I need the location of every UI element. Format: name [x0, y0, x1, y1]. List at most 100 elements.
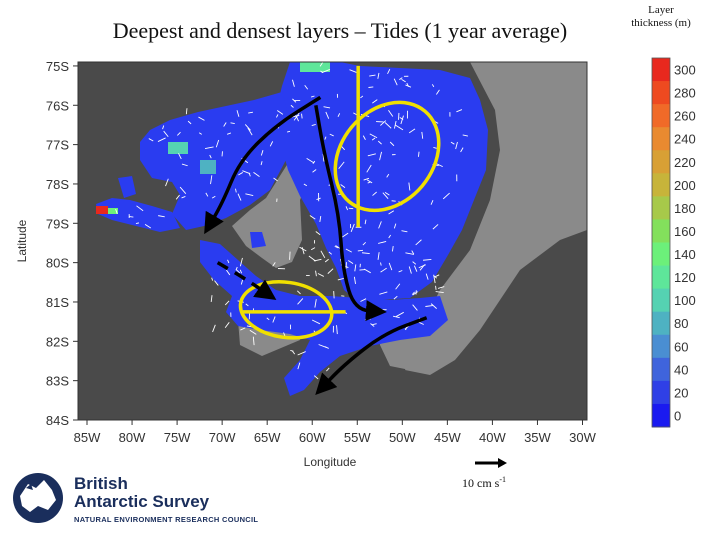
colorbar-tick-label: 180: [674, 201, 696, 216]
velocity-arrow: [341, 232, 349, 238]
y-tick-label: 78S: [46, 177, 69, 192]
colorbar-swatch: [652, 357, 670, 382]
velocity-arrow: [235, 266, 238, 271]
velocity-arrow: [357, 249, 364, 252]
velocity-arrow: [345, 248, 352, 253]
velocity-arrow: [435, 285, 437, 290]
x-tick-label: 30W: [569, 430, 596, 445]
velocity-arrow: [329, 133, 334, 137]
velocity-arrow: [309, 215, 316, 220]
annotations: [204, 65, 441, 396]
velocity-arrow: [369, 133, 378, 139]
velocity-arrow: [226, 132, 232, 135]
y-axis-label: Latitude: [15, 219, 29, 262]
velocity-arrow: [377, 72, 380, 79]
velocity-arrow: [277, 110, 284, 115]
velocity-arrow: [391, 245, 394, 252]
velocity-arrow: [437, 286, 445, 289]
colorbar-title: Layer thickness (m): [631, 4, 691, 29]
x-tick-label: 40W: [479, 430, 506, 445]
velocity-arrow: [144, 224, 152, 229]
velocity-arrow: [175, 194, 180, 200]
colorbar-swatch: [652, 104, 670, 128]
velocity-arrow: [313, 258, 322, 262]
velocity-arrow: [115, 208, 118, 214]
velocity-arrow: [418, 321, 424, 325]
velocity-arrow: [334, 245, 339, 249]
velocity-arrow: [210, 175, 213, 185]
velocity-arrow: [319, 62, 324, 67]
bas-logo-emblem: [13, 473, 63, 523]
x-tick-label: 60W: [299, 430, 326, 445]
velocity-arrow: [338, 161, 345, 170]
velocity-arrow: [248, 111, 253, 114]
colorbar-tick-label: 280: [674, 86, 696, 101]
velocity-arrow: [394, 120, 397, 129]
velocity-arrow: [462, 134, 469, 137]
velocity-arrow: [435, 274, 440, 278]
velocity-arrow: [204, 146, 214, 149]
colorbar-tick-label: 240: [674, 132, 696, 147]
colorbar-tick-label: 260: [674, 109, 696, 124]
velocity-arrow: [224, 322, 230, 329]
velocity-arrow: [398, 270, 403, 273]
velocity-arrow: [286, 130, 291, 133]
velocity-arrow: [236, 110, 240, 117]
velocity-arrow: [382, 192, 389, 199]
x-tick-label: 70W: [209, 430, 236, 445]
x-tick-label: 55W: [344, 430, 371, 445]
velocity-arrow: [297, 362, 301, 370]
velocity-arrow: [387, 69, 391, 75]
velocity-arrow: [380, 267, 387, 273]
velocity-arrow: [418, 151, 420, 157]
thick-patch-north: [300, 62, 330, 72]
velocity-arrow: [185, 108, 188, 115]
velocity-arrow: [308, 255, 316, 262]
velocity-arrow: [211, 195, 216, 199]
velocity-arrow: [393, 223, 397, 229]
velocity-arrow: [412, 261, 417, 265]
velocity-arrow: [319, 215, 322, 222]
x-tick-label: 65W: [254, 430, 281, 445]
velocity-arrow: [377, 252, 380, 260]
colorbar-tick-label: 300: [674, 63, 696, 78]
velocity-arrow: [177, 131, 181, 136]
chart-title: Deepest and densest layers – Tides (1 ye…: [112, 18, 568, 43]
velocity-arrow: [212, 324, 216, 333]
velocity-arrow: [328, 251, 333, 255]
velocity-arrow: [311, 319, 321, 325]
velocity-arrow: [324, 136, 327, 140]
velocity-arrow: [249, 329, 257, 335]
velocity-arrow: [224, 300, 230, 306]
velocity-arrow: [430, 303, 437, 309]
velocity-arrow: [395, 283, 401, 290]
velocity-arrow: [360, 298, 367, 302]
velocity-arrow: [348, 260, 354, 264]
velocity-arrow: [337, 113, 341, 118]
velocity-arrow: [367, 153, 376, 157]
velocity-arrow: [337, 277, 344, 281]
x-axis-ticks: 85W 80W 75W 70W 65W 60W 55W 50W 45W 40W 35W 30W: [74, 420, 597, 445]
velocity-arrow: [303, 183, 308, 187]
x-tick-label: 35W: [524, 430, 551, 445]
velocity-arrow: [372, 191, 377, 196]
velocity-arrow: [372, 323, 377, 326]
colorbar-swatch: [652, 196, 670, 220]
velocity-arrow: [211, 277, 214, 281]
velocity-arrow: [266, 317, 270, 321]
highlight-ellipse: [333, 100, 441, 213]
velocity-arrow: [371, 137, 376, 141]
velocity-arrow: [273, 177, 278, 182]
velocity-arrow: [432, 224, 439, 230]
reference-label-text: 10 cm s: [462, 476, 500, 490]
velocity-arrow: [260, 161, 263, 166]
velocity-arrow: [366, 164, 372, 173]
flow-path-arrow: [204, 95, 322, 235]
velocity-arrow: [210, 295, 213, 303]
y-tick-label: 76S: [46, 98, 69, 113]
velocity-arrow: [320, 70, 324, 73]
colorbar-tick-label: 40: [674, 362, 688, 377]
velocity-arrow: [324, 258, 329, 263]
velocity-arrow: [327, 268, 334, 274]
velocity-arrow: [165, 178, 169, 187]
